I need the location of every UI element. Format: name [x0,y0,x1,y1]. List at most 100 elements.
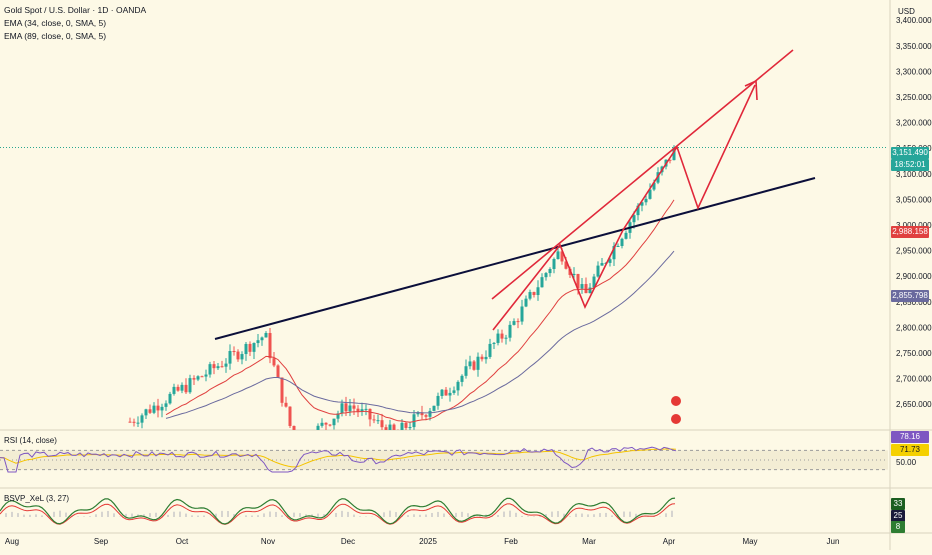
last-price-tag: 3,151.490 [891,147,929,159]
candle-body [480,356,484,360]
candle-body [536,287,540,296]
candle-body [208,364,212,375]
candle-body [356,408,360,412]
candle-body [240,354,244,360]
time-tick-label: May [742,537,757,546]
candle-body [380,420,384,428]
candle-body [492,342,496,344]
candle-body [164,403,168,407]
candle-body [172,386,176,394]
candle-body [400,422,404,430]
symbol-title[interactable]: Gold Spot / U.S. Dollar · 1D · OANDA [4,5,147,15]
candle-body [168,393,172,404]
currency-label[interactable]: USD [898,7,915,16]
candle-body [236,351,240,360]
candle-body [612,246,616,260]
rsi-ma-tag: 71.73 [891,444,929,456]
candle-body [572,273,576,275]
candle-body [196,376,200,380]
candle-body [260,337,264,341]
candle-body [200,376,204,378]
price-tick-label: 3,050.000 [896,195,932,204]
candle-body [596,265,600,277]
candle-body [360,409,364,412]
candle-body [368,408,372,420]
candle-body [324,422,328,425]
price-tick-label: 2,850.000 [896,298,932,307]
support-trendline [214,177,816,340]
candle-body [428,410,432,417]
ema89-price-tag: 2,855.798 [891,290,929,302]
candle-body [508,324,512,338]
candle-body [192,378,196,380]
candle-body [472,361,476,370]
candle-body [204,374,208,377]
candle-body [228,351,232,364]
price-tick-label: 3,250.000 [896,93,932,102]
candle-body [316,425,320,430]
candle-body [388,424,392,430]
candle-body [460,375,464,382]
candle-body [344,403,348,412]
candle-body [216,366,220,369]
candle-body [292,425,296,430]
time-tick-label: Mar [582,537,596,546]
rsi-label[interactable]: RSI (14, close) [4,436,57,445]
candle-body [672,147,676,161]
candle-body [252,343,256,352]
time-tick-label: 2025 [419,537,437,546]
candle-body [556,251,560,260]
candle-body [188,378,192,393]
candle-body [484,356,488,360]
event-flash-icon [671,396,681,406]
candle-body [336,413,340,419]
candle-body [248,343,252,352]
candle-body [256,340,260,344]
candle-body [496,333,500,343]
price-tick-label: 2,800.000 [896,323,932,332]
candle-body [384,427,388,430]
bsvp-value-3: 8 [891,521,905,533]
price-tick-label: 3,400.000 [896,16,932,25]
candle-body [424,415,428,417]
candle-body [440,389,444,396]
candle-body [512,321,516,325]
chart-legend: Gold Spot / U.S. Dollar · 1D · OANDA EMA… [4,4,146,43]
time-tick-label: Dec [341,537,355,546]
candle-body [636,205,640,216]
bsvp-value-1: 33 [891,498,905,510]
ema89-legend[interactable]: EMA (89, close, 0, SMA, 5) [4,31,107,41]
candle-body [224,363,228,367]
bsvp-label[interactable]: BSVP_XeL (3, 27) [4,494,70,503]
price-tick-label: 3,300.000 [896,67,932,76]
bsvp-red-line [0,503,676,525]
candle-body [220,366,224,368]
candle-body [516,321,520,323]
bsvp-green-line [0,497,676,525]
candle-body [588,287,592,294]
candle-body [404,422,408,428]
price-tick-label: 2,900.000 [896,272,932,281]
candle-body [528,292,532,299]
candle-body [632,215,636,223]
candle-body [648,189,652,199]
candle-body [144,409,148,416]
candle-body [332,418,336,426]
candle-body [212,364,216,369]
candle-body [136,422,140,424]
candle-body [432,405,436,411]
candle-body [128,421,132,423]
candle-body [452,390,456,393]
candle-body [592,276,596,288]
candle-body [504,337,508,339]
candle-body [408,427,412,429]
candle-body [280,377,284,403]
price-tick-label: 2,700.000 [896,375,932,384]
countdown-tag: 18:52:01 [891,159,929,171]
candle-body [576,273,580,289]
candle-body [520,306,524,322]
candle-body [652,182,656,190]
candle-body [348,405,352,412]
ema34-legend[interactable]: EMA (34, close, 0, SMA, 5) [4,18,107,28]
